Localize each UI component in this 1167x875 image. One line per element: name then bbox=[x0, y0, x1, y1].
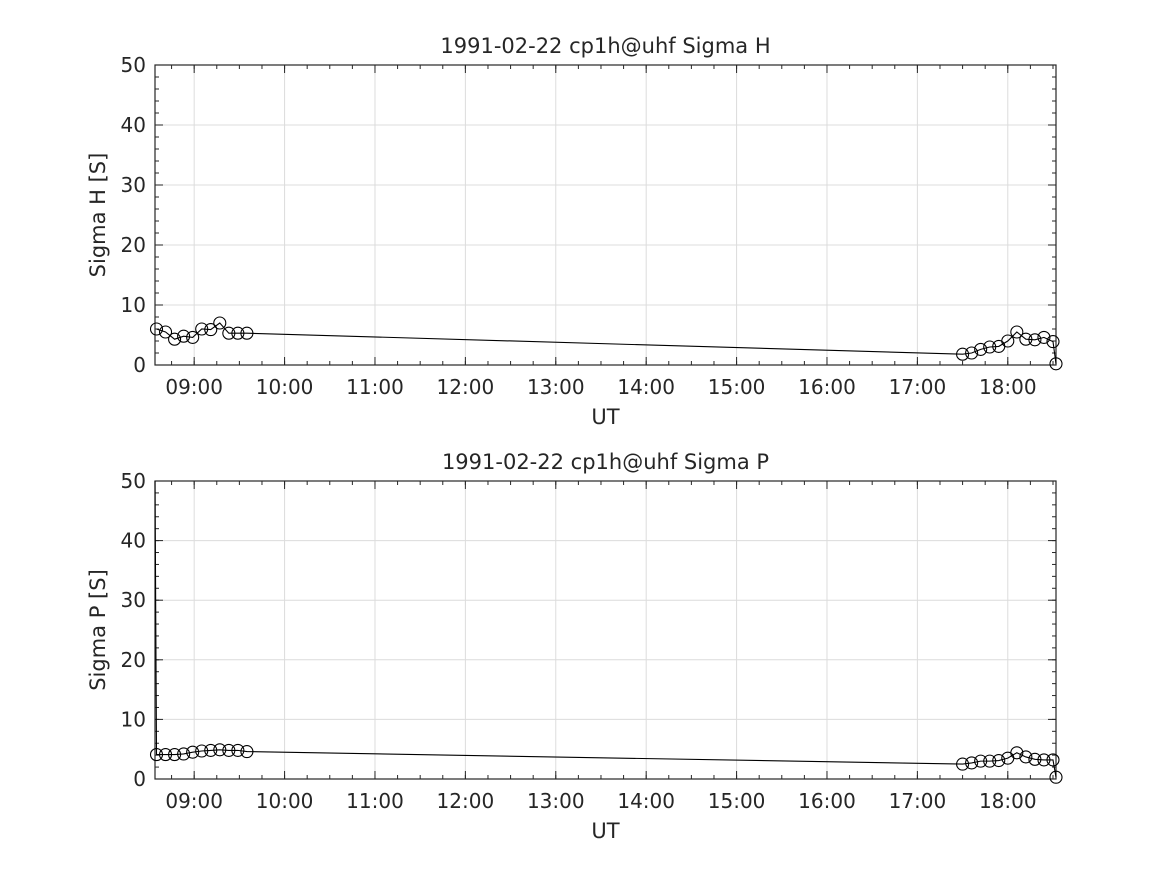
x-tick-label: 10:00 bbox=[256, 375, 314, 399]
data-point bbox=[231, 743, 245, 757]
panel-sigma-h: 09:00 10:00 11:00 12:00 13:00 14:00 15:00 16:00… bbox=[86, 34, 1063, 429]
y-tick-label: 30 bbox=[121, 588, 146, 612]
x-tick-label: 15:00 bbox=[708, 789, 766, 813]
y-tick-label: 30 bbox=[121, 173, 146, 197]
y-tick-label: 0 bbox=[133, 353, 146, 377]
data-point bbox=[1010, 746, 1024, 760]
x-tick-label: 13:00 bbox=[527, 375, 585, 399]
data-point bbox=[240, 745, 254, 759]
data-point bbox=[149, 322, 164, 336]
data-point bbox=[195, 322, 209, 336]
axes-frame bbox=[154, 64, 1057, 366]
x-tick-label: 12:00 bbox=[437, 789, 495, 813]
x-tick-label: 10:00 bbox=[256, 789, 314, 813]
data-point bbox=[204, 323, 218, 337]
chart-title: 1991-02-22 cp1h@uhf Sigma P bbox=[442, 450, 769, 474]
x-tick-label: 11:00 bbox=[346, 789, 404, 813]
data-point bbox=[1049, 770, 1063, 784]
data-point bbox=[992, 753, 1006, 768]
data-point bbox=[222, 326, 236, 340]
series-line bbox=[156, 322, 1057, 364]
y-tick-label: 40 bbox=[121, 529, 146, 553]
x-tick-label: 09:00 bbox=[165, 789, 223, 813]
data-point bbox=[1001, 334, 1015, 348]
data-point bbox=[1010, 325, 1024, 339]
y-tick-label: 0 bbox=[133, 767, 146, 791]
data-point bbox=[1019, 750, 1033, 764]
y-tick-label: 40 bbox=[121, 113, 146, 137]
x-tick-label: 16:00 bbox=[798, 375, 856, 399]
panel-sigma-p: 09:00 10:00 11:00 12:00 13:00 14:00 15:00 16:00… bbox=[86, 450, 1063, 843]
y-tick-label: 10 bbox=[121, 293, 146, 317]
data-point bbox=[149, 748, 164, 762]
x-tick-label: 15:00 bbox=[708, 375, 766, 399]
data-point bbox=[1046, 753, 1060, 767]
x-axis-label: UT bbox=[591, 819, 619, 843]
data-point bbox=[1028, 752, 1042, 766]
data-point bbox=[213, 743, 227, 757]
data-point bbox=[158, 748, 173, 762]
data-point bbox=[195, 744, 209, 758]
y-tick-label: 10 bbox=[121, 707, 146, 731]
data-point bbox=[1037, 330, 1051, 344]
x-tick-label: 09:00 bbox=[165, 375, 223, 399]
x-tick-label: 17:00 bbox=[889, 375, 947, 399]
y-tick-label: 20 bbox=[121, 233, 146, 257]
x-tick-label: 12:00 bbox=[437, 375, 495, 399]
data-point bbox=[956, 757, 970, 771]
data-point bbox=[965, 756, 979, 770]
x-tick-label: 14:00 bbox=[617, 375, 675, 399]
data-point bbox=[974, 342, 988, 356]
x-tick-label: 13:00 bbox=[527, 789, 585, 813]
data-point bbox=[1049, 357, 1063, 371]
data-point bbox=[1046, 335, 1060, 349]
y-tick-label: 50 bbox=[121, 53, 146, 77]
data-point bbox=[240, 326, 254, 340]
y-tick-label: 20 bbox=[121, 648, 146, 672]
data-point bbox=[213, 316, 227, 330]
data-point bbox=[168, 748, 182, 762]
y-axis-label: Sigma P [S] bbox=[86, 569, 110, 691]
data-point bbox=[204, 743, 218, 757]
data-point bbox=[222, 743, 236, 757]
data-point bbox=[974, 754, 988, 768]
data-point bbox=[983, 340, 997, 354]
x-tick-label: 11:00 bbox=[346, 375, 404, 399]
data-point bbox=[177, 747, 191, 761]
data-point bbox=[1028, 333, 1042, 347]
data-point bbox=[177, 329, 191, 343]
y-axis-label: Sigma H [S] bbox=[86, 153, 110, 278]
x-tick-label: 16:00 bbox=[798, 789, 856, 813]
data-point bbox=[168, 332, 182, 346]
x-tick-label: 18:00 bbox=[979, 375, 1037, 399]
data-point bbox=[965, 346, 979, 360]
data-point bbox=[231, 326, 245, 340]
x-tick-label: 17:00 bbox=[889, 789, 947, 813]
x-tick-label: 18:00 bbox=[979, 789, 1037, 813]
chart-title: 1991-02-22 cp1h@uhf Sigma H bbox=[440, 34, 770, 58]
y-tick-label: 50 bbox=[121, 469, 146, 493]
data-point bbox=[158, 325, 173, 339]
x-axis-label: UT bbox=[591, 405, 619, 429]
data-point bbox=[1019, 332, 1033, 346]
data-point bbox=[186, 330, 200, 344]
data-point bbox=[186, 745, 200, 759]
data-point bbox=[1037, 753, 1051, 767]
data-point bbox=[983, 754, 997, 768]
x-tick-label: 14:00 bbox=[617, 789, 675, 813]
data-point bbox=[956, 347, 970, 361]
series-line bbox=[154, 480, 1057, 778]
axes-frame bbox=[154, 480, 1057, 780]
